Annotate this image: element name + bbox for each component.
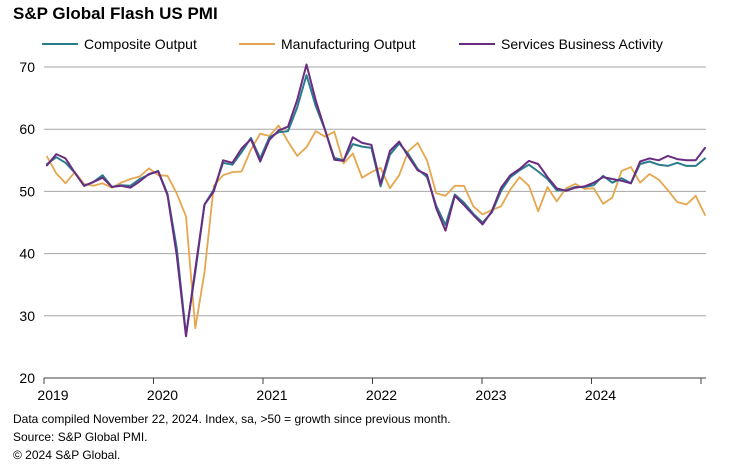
chart-title: S&P Global Flash US PMI bbox=[13, 4, 218, 23]
footer-source: Source: S&P Global PMI. bbox=[13, 430, 148, 444]
legend-item-services-business-activity: Services Business Activity bbox=[459, 34, 663, 54]
y-tick-label-70: 70 bbox=[19, 59, 35, 75]
series-line-services-business-activity bbox=[46, 63, 706, 338]
y-tick-label-30: 30 bbox=[19, 308, 35, 324]
series-lines bbox=[46, 63, 706, 338]
x-tick-label-2021: 2021 bbox=[256, 387, 287, 403]
footer-copyright: © 2024 S&P Global. bbox=[13, 448, 121, 462]
series-line-manufacturing-output bbox=[46, 124, 706, 330]
series-line-composite-output bbox=[46, 74, 706, 336]
y-tick-label-40: 40 bbox=[19, 246, 35, 262]
legend-swatch-composite-output bbox=[42, 43, 78, 45]
x-tick-label-2020: 2020 bbox=[147, 387, 178, 403]
legend-label-composite-output: Composite Output bbox=[84, 36, 197, 52]
footer-notes: Data compiled November 22, 2024. Index, … bbox=[13, 410, 451, 464]
legend-item-composite-output: Composite Output bbox=[42, 34, 197, 54]
legend-label-services-business-activity: Services Business Activity bbox=[501, 36, 663, 52]
footer-data-note: Data compiled November 22, 2024. Index, … bbox=[13, 412, 451, 426]
y-tick-label-50: 50 bbox=[19, 183, 35, 199]
legend-label-manufacturing-output: Manufacturing Output bbox=[281, 36, 416, 52]
x-tick-label-2022: 2022 bbox=[366, 387, 397, 403]
x-tick-label-2019: 2019 bbox=[37, 387, 68, 403]
legend-item-manufacturing-output: Manufacturing Output bbox=[239, 34, 416, 54]
gridlines bbox=[44, 66, 706, 317]
x-tick-label-2023: 2023 bbox=[475, 387, 506, 403]
line-chart: 20 30 40 50 60 70 2019 2020 2021 2022 2023 2024 bbox=[19, 59, 706, 403]
y-axis-tick-labels: 20 30 40 50 60 70 bbox=[19, 59, 35, 386]
x-axis: 2019 2020 2021 2022 2023 2024 bbox=[37, 377, 706, 403]
legend-swatch-manufacturing-output bbox=[239, 43, 275, 45]
y-tick-label-60: 60 bbox=[19, 121, 35, 137]
legend: Composite Output Manufacturing Output Se… bbox=[0, 34, 738, 54]
y-tick-label-20: 20 bbox=[19, 370, 35, 386]
x-tick-label-2024: 2024 bbox=[585, 387, 616, 403]
legend-swatch-services-business-activity bbox=[459, 43, 495, 45]
